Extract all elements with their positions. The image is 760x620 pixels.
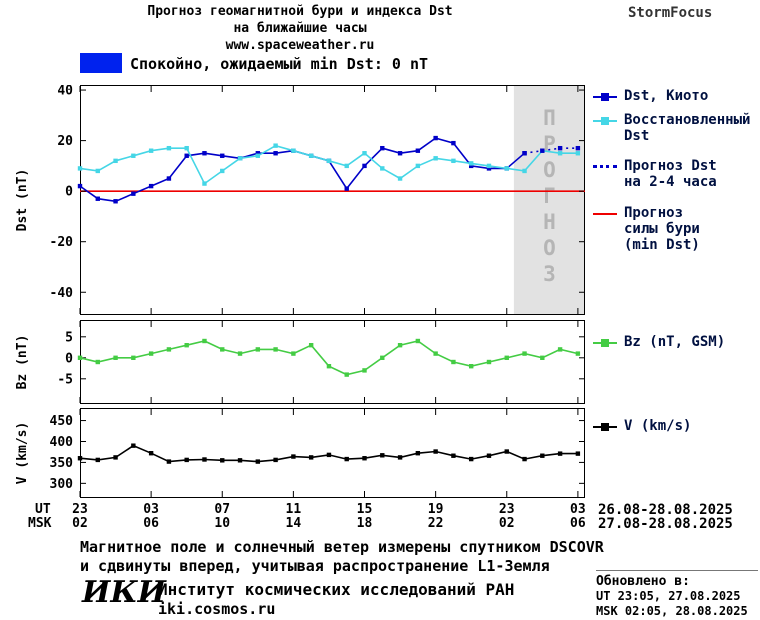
x-tick-label: 06: [143, 516, 159, 531]
forecast-region-letter: О: [543, 236, 556, 260]
dscovr-note-line2: и сдвинуты вперед, учитывая распростране…: [80, 557, 550, 575]
plot-border: [80, 85, 585, 315]
page-title: Прогноз геомагнитной бури и индекса Dst: [147, 4, 453, 19]
institute-name: Институт космических исследований РАН: [158, 580, 515, 599]
updated-ut: UT 23:05, 27.08.2025: [596, 589, 741, 603]
iki-site-link[interactable]: iki.cosmos.ru: [158, 600, 276, 618]
y-tick-label: -20: [50, 235, 74, 250]
ut-axis-label: UT: [35, 502, 51, 517]
x-tick-label: 23: [498, 502, 515, 517]
y-tick-label: 0: [65, 351, 73, 366]
x-tick-label: 10: [214, 516, 231, 531]
x-tick-label: 14: [285, 516, 302, 531]
forecast-region-letter: П: [543, 106, 556, 130]
legend-item-forecast-dst: Прогноз Dst на 2-4 часа: [593, 158, 717, 190]
y-axis-label: V (km/s): [15, 422, 30, 485]
iki-logo: ИКИ: [82, 575, 166, 610]
dst-kyoto-markers: [77, 135, 527, 204]
x-tick-label: 02: [498, 516, 515, 531]
dscovr-note-line1: Магнитное поле и солнечный ветер измерен…: [80, 538, 604, 556]
x-tick-label: 18: [356, 516, 373, 531]
bz-gsm-line: [79, 340, 579, 376]
ut-date-range: 26.08-28.08.2025: [598, 502, 733, 518]
x-tick-label: 03: [570, 502, 586, 517]
forecast-region-letter: Г: [543, 184, 556, 208]
y-axis-label: Bz (nT): [15, 335, 30, 390]
bz-chart: 5 0 -5 Bz (nT): [15, 320, 585, 404]
quiet-banner-label: Спокойно, ожидаемый min Dst: 0 nT: [130, 55, 429, 73]
forecast-region-letter: О: [543, 158, 556, 182]
restored-dst-legend-icon: [593, 115, 617, 127]
y-tick-label: -40: [50, 286, 74, 301]
page-subtitle: на ближайшие часы: [233, 21, 367, 36]
solar-wind-speed-markers: [77, 443, 581, 464]
y-tick-label: 20: [57, 134, 73, 149]
x-tick-label: 22: [427, 516, 444, 531]
plot-border: [80, 408, 585, 498]
forecast-dst-markers: [522, 145, 581, 156]
dst-kyoto-legend-icon: [593, 91, 617, 103]
y-tick-label: 350: [50, 456, 74, 471]
restored-dst-line: [79, 144, 578, 185]
legend-item-v: V (km/s): [593, 418, 691, 437]
updated-msk: MSK 02:05, 28.08.2025: [596, 604, 748, 618]
y-tick-label: 450: [50, 414, 74, 429]
x-tick-label: 19: [427, 502, 444, 517]
x-tick-label: 15: [356, 502, 373, 517]
legend-label: Bz (nT, GSM): [624, 334, 726, 350]
v-chart: 450 400 350 300 V (km/s): [15, 408, 585, 498]
brand-stormfocus: StormFocus: [628, 5, 713, 21]
legend-item-bz: Bz (nT, GSM): [593, 334, 725, 353]
msk-date-range: 27.08-28.08.2025: [598, 516, 733, 532]
bz-gsm-markers: [77, 338, 581, 377]
bz-legend-icon: [593, 337, 617, 349]
forecast-region-letter: Р: [543, 132, 556, 156]
msk-tick-row: 02 06 10 14 18 22 02 06: [0, 516, 600, 531]
v-legend-icon: [593, 421, 617, 433]
y-tick-label: 400: [50, 435, 74, 450]
legend-item-min-dst-forecast: Прогноз силы бури (min Dst): [593, 205, 700, 253]
y-axis-label: Dst (nT): [15, 169, 30, 232]
legend-label: Прогноз силы бури (min Dst): [624, 205, 700, 253]
legend-label: Dst, Киото: [624, 88, 709, 104]
msk-axis-label: MSK: [28, 516, 52, 531]
x-tick-label: 06: [570, 516, 586, 531]
legend-item-dst-kyoto: Dst, Киото: [593, 88, 708, 107]
legend-item-restored-dst: Восстановленный Dst: [593, 112, 750, 144]
legend-label: Прогноз Dst на 2-4 часа: [624, 158, 717, 190]
legend-label: V (km/s): [624, 418, 692, 434]
y-tick-label: -5: [57, 372, 73, 387]
y-tick-label: 300: [50, 477, 74, 492]
x-tick-label: 23: [72, 502, 88, 517]
restored-dst-markers: [77, 143, 581, 186]
x-tick-label: 02: [72, 516, 88, 531]
y-tick-label: 0: [65, 185, 73, 200]
updated-block: Обновлено в: UT 23:05, 27.08.2025 MSK 02…: [596, 570, 758, 619]
forecast-region: [513, 86, 584, 314]
x-tick-label: 03: [143, 502, 159, 517]
updated-title: Обновлено в:: [596, 574, 690, 589]
forecast-region-letter: Н: [543, 210, 556, 234]
dst-legend: Dst, Киото Восстановленный Dst Прогноз D…: [593, 85, 759, 335]
plot-border: [80, 320, 585, 404]
min-dst-legend-icon: [593, 208, 617, 220]
forecast-dst-legend-icon: [593, 161, 617, 173]
x-tick-label: 11: [285, 502, 302, 517]
x-tick-label: 07: [214, 502, 231, 517]
spaceweather-link[interactable]: www.spaceweather.ru: [225, 38, 375, 53]
legend-label: Восстановленный Dst: [624, 112, 751, 144]
y-tick-label: 40: [57, 85, 73, 99]
ut-tick-row: 23 03 07 11 15 19 23 03: [0, 502, 600, 517]
quiet-level-swatch: [80, 53, 122, 73]
forecast-region-letter: З: [543, 262, 556, 286]
y-tick-label: 5: [65, 330, 73, 345]
